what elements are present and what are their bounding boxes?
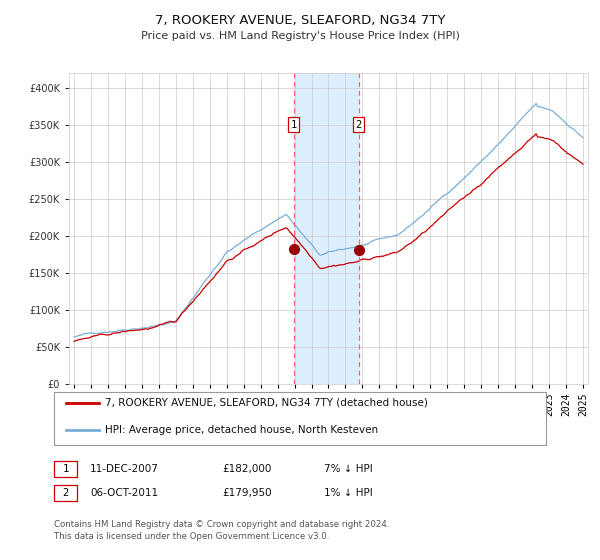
- Text: £179,950: £179,950: [222, 488, 272, 498]
- Text: 7, ROOKERY AVENUE, SLEAFORD, NG34 7TY: 7, ROOKERY AVENUE, SLEAFORD, NG34 7TY: [155, 14, 445, 27]
- Text: 1% ↓ HPI: 1% ↓ HPI: [324, 488, 373, 498]
- Text: Price paid vs. HM Land Registry's House Price Index (HPI): Price paid vs. HM Land Registry's House …: [140, 31, 460, 41]
- Text: 2: 2: [62, 488, 68, 498]
- Text: 1: 1: [62, 464, 68, 474]
- Text: 11-DEC-2007: 11-DEC-2007: [90, 464, 159, 474]
- Text: 2: 2: [355, 120, 362, 129]
- Text: 7, ROOKERY AVENUE, SLEAFORD, NG34 7TY (detached house): 7, ROOKERY AVENUE, SLEAFORD, NG34 7TY (d…: [105, 398, 428, 408]
- Text: £182,000: £182,000: [222, 464, 271, 474]
- Bar: [294, 73, 359, 384]
- Text: HPI: Average price, detached house, North Kesteven: HPI: Average price, detached house, Nort…: [105, 425, 378, 435]
- Text: 06-OCT-2011: 06-OCT-2011: [90, 488, 158, 498]
- Text: Contains HM Land Registry data © Crown copyright and database right 2024.
This d: Contains HM Land Registry data © Crown c…: [54, 520, 389, 541]
- Text: 1: 1: [290, 120, 297, 129]
- Text: 7% ↓ HPI: 7% ↓ HPI: [324, 464, 373, 474]
